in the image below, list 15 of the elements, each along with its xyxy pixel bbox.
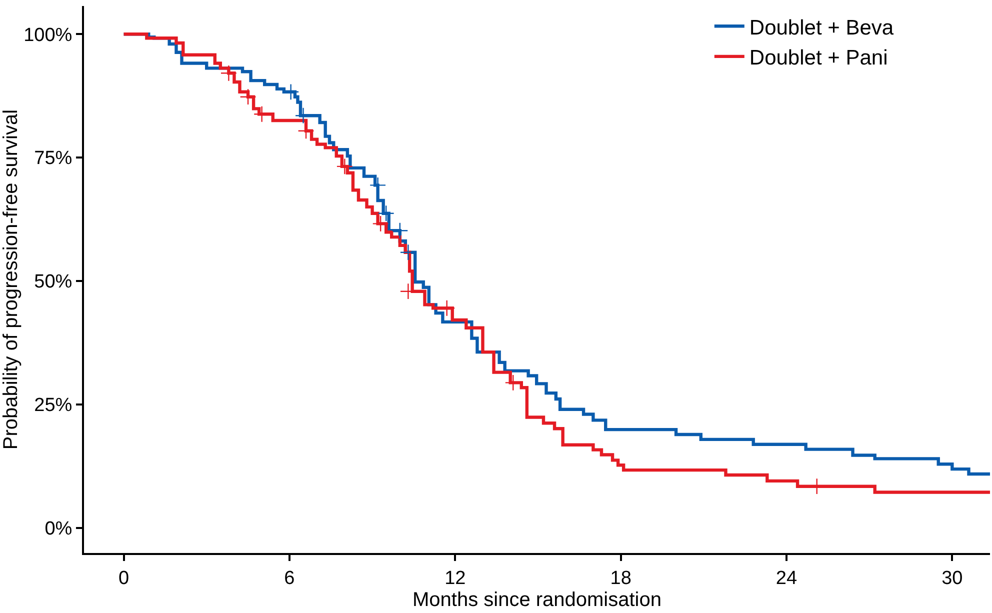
y-tick-label: 100% [24,24,72,46]
x-tick-label: 30 [942,568,963,589]
x-tick-label: 12 [444,568,466,589]
legend-label: Doublet + Pani [749,46,888,70]
y-tick-label: 0% [44,518,72,540]
x-tick-label: 6 [284,568,295,589]
x-axis-title: Months since randomisation [412,588,662,611]
x-tick-label: 0 [118,568,130,589]
legend-label: Doublet + Beva [749,16,894,40]
y-tick-label: 25% [34,395,72,416]
y-axis-title: Probability of progression-free survival [0,109,22,450]
x-tick-label: 24 [776,568,798,589]
x-tick-label: 18 [610,568,632,589]
y-tick-label: 50% [34,272,72,293]
y-tick-label: 75% [34,148,72,170]
